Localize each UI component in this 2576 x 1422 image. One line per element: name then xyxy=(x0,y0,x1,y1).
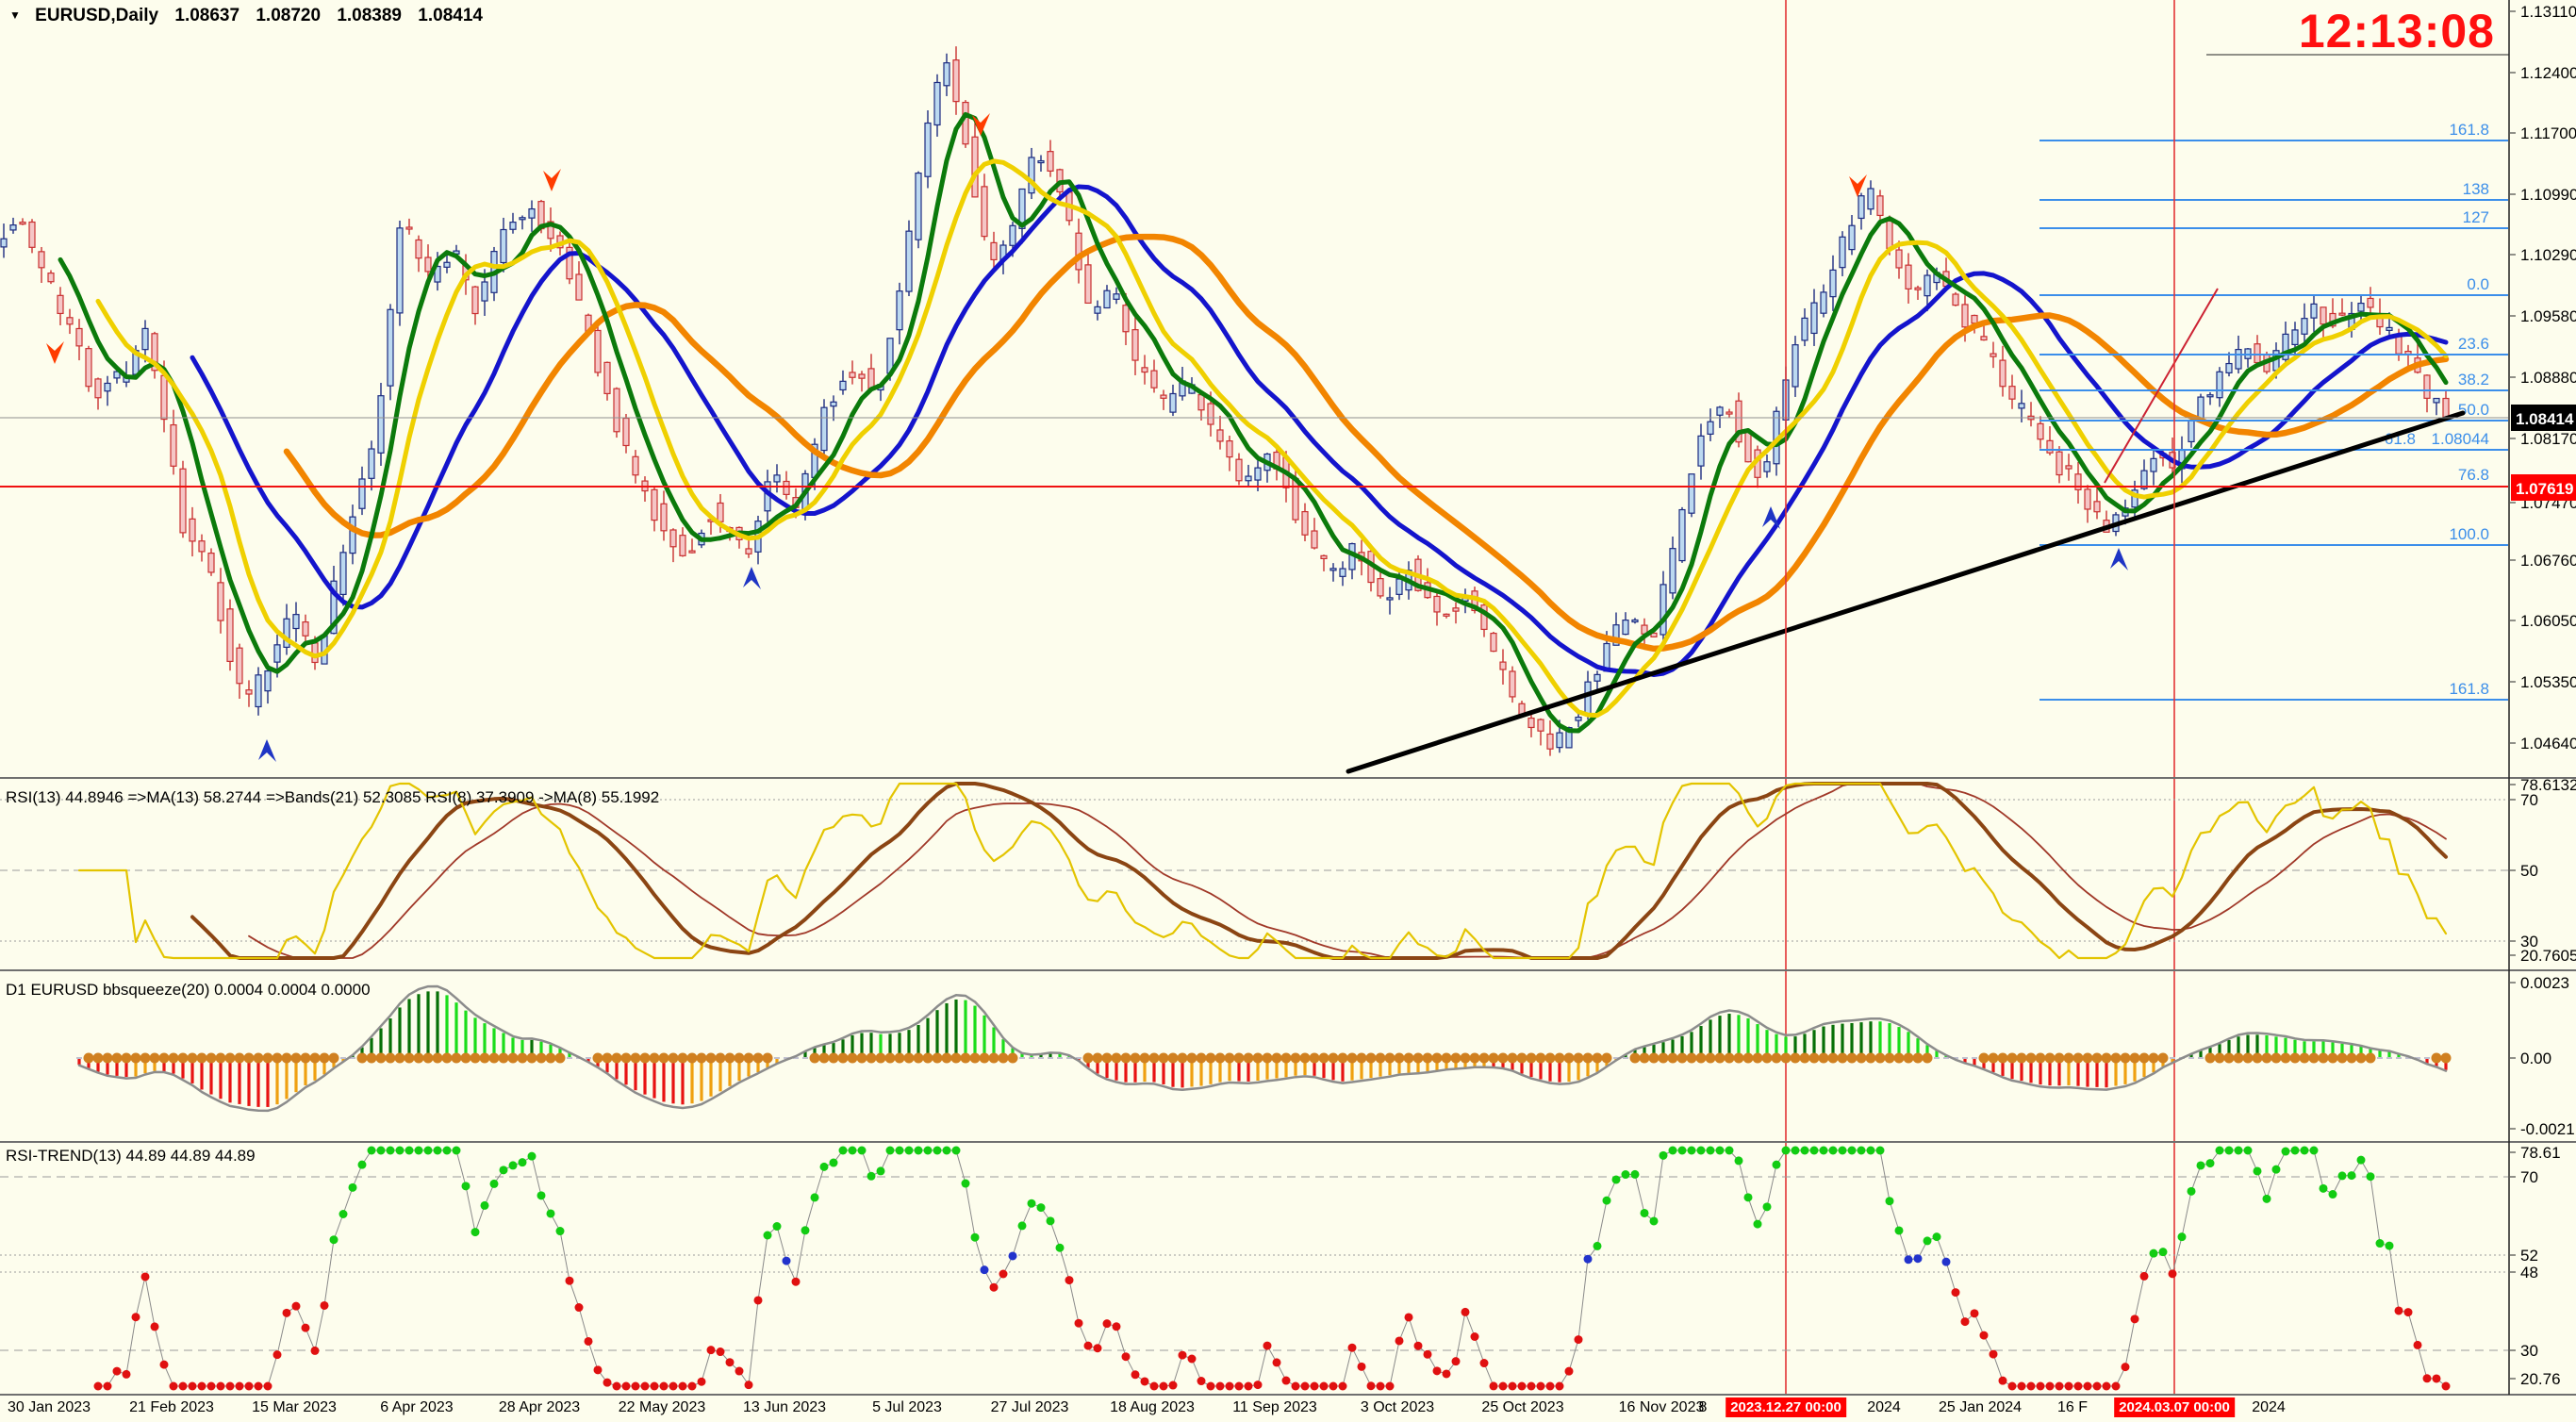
price-tick: 1.11700 xyxy=(2520,124,2576,142)
date-tick: 28 Apr 2023 xyxy=(498,1399,581,1415)
date-tick: 27 Jul 2023 xyxy=(990,1399,1069,1415)
current-price-badge: 1.08414 xyxy=(2516,410,2574,428)
date-tick: 5 Jul 2023 xyxy=(872,1399,942,1415)
squeeze-axis-tick: 0.00 xyxy=(2520,1050,2551,1067)
fib-level-label: 161.8 xyxy=(2449,121,2489,139)
vline-date-badge: 2024.03.07 00:00 xyxy=(2114,1397,2235,1417)
date-tick: 6 Apr 2023 xyxy=(380,1399,454,1415)
fib-level-label: 100.0 xyxy=(2449,525,2489,543)
price-axis: 1.13110 1.12400 1.11700 1.10990 1.10290 1.095… xyxy=(2510,3,2576,1388)
fib-level-label: 76.8 xyxy=(2458,466,2489,484)
rsi-axis-tick: 30 xyxy=(2520,933,2538,951)
fib-level-label: 23.6 xyxy=(2458,335,2489,353)
date-tick: 25 Oct 2023 xyxy=(1481,1399,1564,1415)
chart-title: ▼ EURUSD,Daily 1.08637 1.08720 1.08389 1… xyxy=(9,6,483,26)
time-axis[interactable]: 30 Jan 2023 21 Feb 2023 15 Mar 2023 6 Apr 2… xyxy=(0,1396,2576,1422)
price-tick: 1.06050 xyxy=(2520,612,2576,630)
trend-axis-tick: 30 xyxy=(2520,1342,2538,1360)
date-tick: 11 Sep 2023 xyxy=(1232,1399,1317,1415)
trend-axis-tick: 20.76 xyxy=(2520,1370,2561,1388)
sell-arrow-icon xyxy=(972,113,990,136)
date-tick: 15 Mar 2023 xyxy=(252,1399,337,1415)
fib-level-label: 38.2 xyxy=(2458,371,2489,389)
market-clock: 12:13:08 xyxy=(2298,5,2495,58)
date-tick: 13 Jun 2023 xyxy=(742,1399,827,1415)
rsi-trend-panel-layer xyxy=(0,1146,2508,1391)
quote-low: 1.08389 xyxy=(337,6,402,25)
horizontal-lines-layer xyxy=(0,417,2508,488)
buy-arrow-icon xyxy=(258,739,276,762)
squeeze-axis-tick: -0.0021 xyxy=(2520,1120,2575,1138)
date-tick: 18 Aug 2023 xyxy=(1110,1399,1195,1415)
date-tick: 21 Feb 2023 xyxy=(129,1399,214,1415)
squeeze-axis-tick: 0.0023 xyxy=(2520,974,2569,992)
quote-open: 1.08637 xyxy=(174,6,240,25)
fib-level-label: 127 xyxy=(2463,208,2489,226)
price-tick: 1.12400 xyxy=(2520,64,2576,82)
price-tick: 1.04640 xyxy=(2520,735,2576,752)
date-tick: 30 Jan 2023 xyxy=(7,1399,91,1415)
trend-axis-tick: 48 xyxy=(2520,1264,2538,1281)
price-tick: 1.08170 xyxy=(2520,430,2576,448)
buy-arrow-icon xyxy=(2110,548,2128,570)
buy-arrow-icon xyxy=(743,567,761,589)
fib-level-label: 50.0 xyxy=(2458,401,2489,419)
vertical-lines-layer xyxy=(1785,0,2175,1395)
price-tick: 1.10290 xyxy=(2520,246,2576,264)
bbsqueeze-panel-layer xyxy=(76,984,2452,1113)
trend-axis-tick: 70 xyxy=(2520,1168,2538,1186)
rsi-axis-tick: 70 xyxy=(2520,791,2538,809)
date-tick: 2024 xyxy=(1867,1399,1901,1415)
date-tick: 8 xyxy=(1698,1399,1708,1415)
rsi-trend-indicator-label: RSI-TREND(13) 44.89 44.89 44.89 xyxy=(6,1147,256,1165)
alert-price-badge: 1.07619 xyxy=(2516,480,2573,498)
price-tick: 1.06760 xyxy=(2520,552,2576,570)
sell-arrow-icon xyxy=(46,341,64,364)
price-tick: 1.10990 xyxy=(2520,186,2576,204)
date-tick: 25 Jan 2024 xyxy=(1938,1399,2023,1415)
price-tick: 1.05350 xyxy=(2520,673,2576,691)
price-tick: 1.13110 xyxy=(2520,3,2576,21)
symbol-dropdown-icon[interactable]: ▼ xyxy=(9,8,21,22)
buy-arrow-icon xyxy=(1762,506,1780,529)
fib-level-label: 138 xyxy=(2463,180,2489,198)
sell-arrow-icon xyxy=(1849,174,1867,197)
rsi-axis-tick: 20.7605 xyxy=(2520,947,2576,965)
fib-level-label: 0.0 xyxy=(2467,275,2489,293)
rsi-axis-tick: 50 xyxy=(2520,862,2538,880)
date-tick: 3 Oct 2023 xyxy=(1360,1399,1435,1415)
symbol-period-label: EURUSD,Daily xyxy=(35,6,159,25)
ma-lines-layer xyxy=(58,111,2450,734)
date-tick: 16 Nov 2023 xyxy=(1618,1399,1705,1415)
rsi-axis-tick: 78.6132 xyxy=(2520,776,2576,794)
price-tick: 1.09580 xyxy=(2520,307,2576,325)
signal-arrows-layer xyxy=(46,113,2128,762)
fib-level-label: 161.8 xyxy=(2449,680,2489,698)
date-tick: 16 F xyxy=(2056,1399,2089,1415)
fib-level-price: 1.08044 xyxy=(2432,430,2489,448)
rsi-panel-layer xyxy=(0,782,2508,960)
quote-close: 1.08414 xyxy=(418,6,483,25)
quote-high: 1.08720 xyxy=(256,6,322,25)
bbsqueeze-indicator-label: D1 EURUSD bbsqueeze(20) 0.0004 0.0004 0.… xyxy=(6,981,371,999)
date-tick: 2024 xyxy=(2252,1399,2286,1415)
trendline-layer xyxy=(1346,288,2466,774)
sell-arrow-icon xyxy=(543,169,561,191)
vline-date-badge: 2023.12.27 00:00 xyxy=(1726,1397,1846,1417)
trend-axis-tick: 52 xyxy=(2520,1247,2538,1265)
date-tick: 22 May 2023 xyxy=(618,1399,706,1415)
trend-axis-tick: 78.61 xyxy=(2520,1144,2561,1162)
rsi-indicator-label: RSI(13) 44.8946 =>MA(13) 58.2744 =>Bands… xyxy=(6,788,660,806)
price-tick: 1.08880 xyxy=(2520,369,2576,387)
